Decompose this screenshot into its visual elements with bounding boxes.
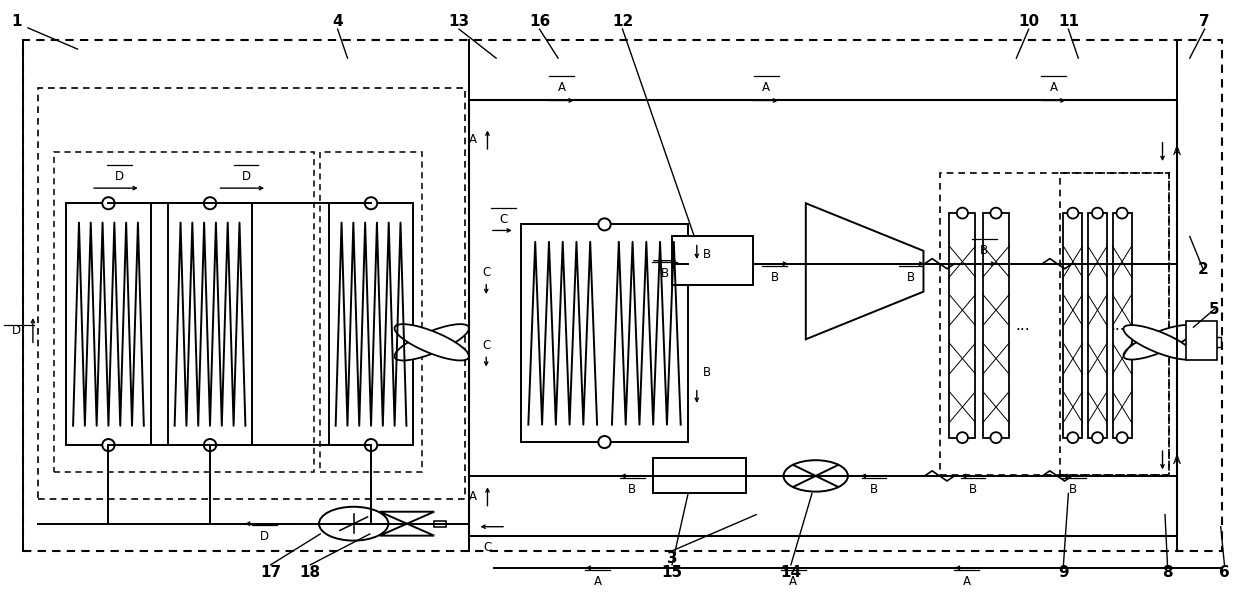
Text: A: A <box>763 81 770 94</box>
Text: ...: ... <box>1016 318 1030 333</box>
Text: D: D <box>115 170 124 182</box>
Ellipse shape <box>394 324 469 361</box>
Text: C: C <box>500 213 507 226</box>
Text: B: B <box>629 483 636 496</box>
Bar <box>479 337 497 348</box>
Text: A: A <box>790 574 797 588</box>
Ellipse shape <box>365 439 377 451</box>
Bar <box>38 88 465 499</box>
Text: 3: 3 <box>667 551 677 565</box>
Bar <box>24 40 1221 551</box>
Text: 8: 8 <box>1162 565 1173 579</box>
Ellipse shape <box>365 197 377 209</box>
Text: A: A <box>558 81 565 94</box>
Bar <box>434 521 446 527</box>
Text: B: B <box>703 248 711 261</box>
Circle shape <box>784 460 848 491</box>
Bar <box>329 203 413 445</box>
Text: 1: 1 <box>11 15 22 29</box>
Bar <box>653 458 746 493</box>
Text: 9: 9 <box>1058 565 1069 579</box>
Ellipse shape <box>102 439 114 451</box>
Text: C: C <box>484 541 491 554</box>
Bar <box>55 152 314 472</box>
Bar <box>1060 173 1169 475</box>
Bar <box>167 203 252 445</box>
Text: B: B <box>906 270 915 284</box>
Bar <box>320 152 422 472</box>
Text: 4: 4 <box>332 15 343 29</box>
Text: 14: 14 <box>780 565 801 579</box>
Bar <box>67 203 150 445</box>
Bar <box>1087 213 1107 438</box>
Text: 2: 2 <box>1198 262 1209 278</box>
Ellipse shape <box>1068 208 1079 219</box>
Text: 10: 10 <box>1018 15 1039 29</box>
Ellipse shape <box>991 208 1002 219</box>
Bar <box>950 213 976 438</box>
Text: A: A <box>469 490 476 503</box>
Text: A: A <box>594 574 601 588</box>
Ellipse shape <box>957 208 968 219</box>
Text: D: D <box>242 170 250 182</box>
Text: 7: 7 <box>1199 15 1210 29</box>
Ellipse shape <box>1068 432 1079 443</box>
Text: B: B <box>703 366 711 379</box>
Text: 11: 11 <box>1058 15 1079 29</box>
Ellipse shape <box>1116 432 1127 443</box>
Ellipse shape <box>1092 432 1104 443</box>
Bar <box>521 224 688 442</box>
Polygon shape <box>379 511 434 524</box>
Ellipse shape <box>203 439 216 451</box>
Text: C: C <box>482 266 490 279</box>
Bar <box>672 236 753 285</box>
Ellipse shape <box>1116 208 1127 219</box>
Ellipse shape <box>957 432 968 443</box>
Text: A: A <box>1049 81 1058 94</box>
Ellipse shape <box>599 218 611 230</box>
Circle shape <box>319 507 388 541</box>
Text: B: B <box>661 267 668 281</box>
Text: A: A <box>962 574 971 588</box>
Text: B: B <box>1069 483 1078 496</box>
Bar <box>469 101 1177 536</box>
Text: B: B <box>869 483 878 496</box>
Text: B: B <box>980 244 988 257</box>
Bar <box>1204 338 1221 347</box>
Text: ...: ... <box>1111 318 1125 333</box>
Ellipse shape <box>203 197 216 209</box>
Ellipse shape <box>991 432 1002 443</box>
Text: 18: 18 <box>300 565 321 579</box>
Text: 16: 16 <box>529 15 551 29</box>
Text: B: B <box>771 270 779 284</box>
Text: A: A <box>469 133 476 146</box>
Bar <box>1112 213 1132 438</box>
Ellipse shape <box>599 436 611 448</box>
Ellipse shape <box>102 197 114 209</box>
Text: D: D <box>260 530 269 544</box>
Ellipse shape <box>1092 208 1104 219</box>
Bar <box>983 213 1009 438</box>
Bar <box>940 173 1169 475</box>
Bar <box>1064 213 1083 438</box>
Polygon shape <box>806 203 924 339</box>
Ellipse shape <box>394 324 469 361</box>
Ellipse shape <box>1123 325 1194 359</box>
Text: 5: 5 <box>1209 302 1220 316</box>
Text: C: C <box>482 339 490 352</box>
Text: B: B <box>968 483 977 496</box>
Text: D: D <box>12 324 21 337</box>
Polygon shape <box>379 524 434 536</box>
Text: A: A <box>1173 454 1182 467</box>
Text: 6: 6 <box>1219 565 1230 579</box>
Text: 13: 13 <box>449 15 470 29</box>
Ellipse shape <box>1123 325 1194 359</box>
Text: 15: 15 <box>661 565 682 579</box>
Text: 17: 17 <box>260 565 281 579</box>
Text: 12: 12 <box>611 15 634 29</box>
Bar <box>1185 321 1216 361</box>
Text: A: A <box>1173 145 1182 158</box>
